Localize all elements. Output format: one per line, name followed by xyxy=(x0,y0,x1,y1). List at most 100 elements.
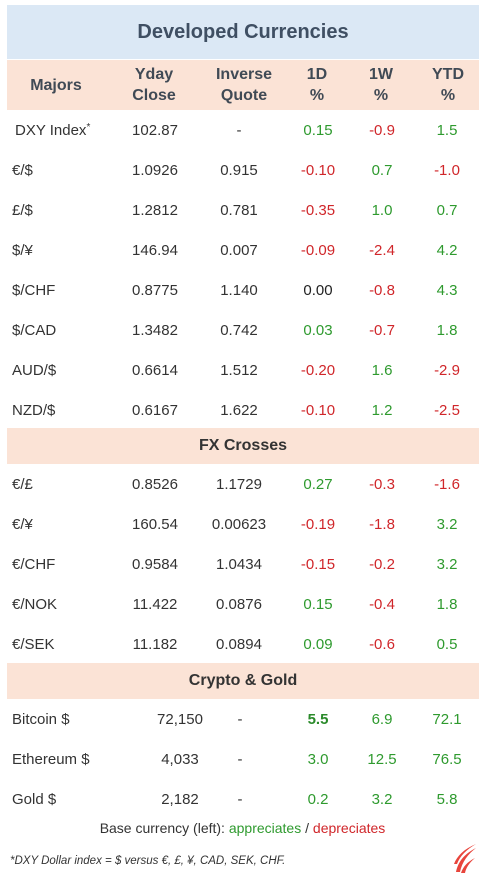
yday-close-value: 1.0926 xyxy=(120,150,190,190)
pair-name-text: €/£ xyxy=(12,475,33,493)
pair-name-text: €/¥ xyxy=(12,515,33,533)
change-1w-value-text: -1.8 xyxy=(369,515,395,533)
color-legend: Base currency (left): appreciates / depr… xyxy=(0,820,485,844)
yday-close-value-text: 4,033 xyxy=(161,750,199,768)
yday-close-value-text: 102.87 xyxy=(132,121,178,139)
change-1w-value: 1.0 xyxy=(357,190,407,230)
pair-name-text: Gold $ xyxy=(12,790,57,808)
inverse-quote-value: 1.0434 xyxy=(204,544,274,584)
table-row: $/¥ 146.94 0.007 -0.09 -2.4 4.2 xyxy=(0,230,485,270)
yday-close-value: 0.9584 xyxy=(120,544,190,584)
yday-close-value: 160.54 xyxy=(120,504,190,544)
brand-swoosh-icon xyxy=(454,844,476,873)
header-1d-line2: % xyxy=(309,87,325,104)
change-1d-value-text: 0.09 xyxy=(303,635,333,653)
inverse-quote-value-text: 1.140 xyxy=(220,281,258,299)
header-inverse-quote: Inverse Quote xyxy=(203,60,285,110)
legend-appreciates: appreciates xyxy=(228,820,302,836)
change-ytd-value: 4.3 xyxy=(422,270,472,310)
change-ytd-value: 5.8 xyxy=(422,779,472,819)
yday-close-value-text: 72,150 xyxy=(157,710,203,728)
pair-name-text: €/SEK xyxy=(12,635,55,653)
yday-close-value-text: 146.94 xyxy=(132,241,178,259)
inverse-quote-value: 0.0894 xyxy=(204,624,274,664)
pair-name: $/CAD xyxy=(12,310,56,350)
change-1w-value-text: -0.8 xyxy=(369,281,395,299)
change-1d-value: 0.00 xyxy=(293,270,343,310)
change-ytd-value-text: 4.2 xyxy=(436,241,458,259)
table-row: DXY Index * 102.87 - 0.15 -0.9 1.5 xyxy=(0,110,485,150)
change-1d-value: 0.2 xyxy=(293,779,343,819)
change-ytd-value-text: 0.5 xyxy=(436,635,458,653)
footnote: *DXY Dollar index = $ versus €, £, ¥, CA… xyxy=(10,855,286,867)
inverse-quote-value-text: 1.622 xyxy=(220,401,258,419)
pair-name: £/$ xyxy=(12,190,33,230)
change-1d-value: -0.10 xyxy=(293,390,343,430)
header-close-line1: Yday xyxy=(134,66,174,83)
legend-prefix: Base currency (left): xyxy=(99,820,225,836)
inverse-quote-value-text: 0.915 xyxy=(220,161,258,179)
inverse-quote-value-text: 1.512 xyxy=(220,361,258,379)
yday-close-value-text: 0.8526 xyxy=(132,475,178,493)
inverse-quote-value-text: 1.1729 xyxy=(216,475,262,493)
inverse-quote-value-text: 0.00623 xyxy=(211,515,267,533)
header-1w: 1W % xyxy=(356,60,406,110)
change-1w-value: 12.5 xyxy=(357,739,407,779)
yday-close-value: 1.2812 xyxy=(120,190,190,230)
inverse-quote-value: 1.622 xyxy=(204,390,274,430)
change-1d-value: -0.35 xyxy=(293,190,343,230)
inverse-quote-value: 1.140 xyxy=(204,270,274,310)
table-row: Bitcoin $ 72,150 - 5.5 6.9 72.1 xyxy=(0,699,485,739)
change-1d-value-text: 0.15 xyxy=(303,595,333,613)
change-1w-value: 1.2 xyxy=(357,390,407,430)
change-1w-value-text: -0.3 xyxy=(369,475,395,493)
inverse-quote-value-text: 0.007 xyxy=(220,241,258,259)
pair-name-text: Ethereum $ xyxy=(12,750,90,768)
change-1w-value: -0.9 xyxy=(357,110,407,150)
yday-close-value: 0.6614 xyxy=(120,350,190,390)
legend-depreciates: depreciates xyxy=(312,820,386,836)
inverse-quote-value: 0.0876 xyxy=(204,584,274,624)
table-row: $/CAD 1.3482 0.742 0.03 -0.7 1.8 xyxy=(0,310,485,350)
pair-name-text: €/$ xyxy=(12,161,33,179)
header-1w-line2: % xyxy=(373,87,389,104)
yday-close-value: 102.87 xyxy=(120,110,190,150)
change-1d-value: -0.19 xyxy=(293,504,343,544)
inverse-quote-value-text: - xyxy=(237,750,243,768)
inverse-quote-value: - xyxy=(210,779,270,819)
yday-close-value: 146.94 xyxy=(120,230,190,270)
change-1d-value-text: -0.10 xyxy=(300,401,336,419)
inverse-quote-value: 0.915 xyxy=(204,150,274,190)
change-ytd-value-text: 0.7 xyxy=(436,201,458,219)
header-majors: Majors xyxy=(21,60,91,110)
table-row: €/NOK 11.422 0.0876 0.15 -0.4 1.8 xyxy=(0,584,485,624)
change-ytd-value-text: 3.2 xyxy=(436,515,458,533)
fx-crosses-header: FX Crosses xyxy=(7,428,479,464)
change-1d-value-text: 0.00 xyxy=(303,281,333,299)
table-title: Developed Currencies xyxy=(7,5,479,59)
column-header-row: Majors Yday Close Inverse Quote 1D % 1W … xyxy=(7,60,479,110)
change-ytd-value-text: 4.3 xyxy=(436,281,458,299)
change-ytd-value-text: 76.5 xyxy=(432,750,462,768)
change-ytd-value: 4.2 xyxy=(422,230,472,270)
change-1d-value-text: -0.10 xyxy=(300,161,336,179)
header-inverse-line2: Quote xyxy=(220,87,268,104)
change-1w-value-text: 1.6 xyxy=(371,361,393,379)
change-1d-value: -0.09 xyxy=(293,230,343,270)
change-ytd-value: -1.0 xyxy=(422,150,472,190)
change-ytd-value-text: 5.8 xyxy=(436,790,458,808)
change-ytd-value-text: 1.8 xyxy=(436,321,458,339)
change-1d-value-text: -0.15 xyxy=(300,555,336,573)
legend-separator: / xyxy=(305,820,310,836)
header-ytd-line2: % xyxy=(440,87,456,104)
change-ytd-value-text: -2.9 xyxy=(434,361,460,379)
table-row: £/$ 1.2812 0.781 -0.35 1.0 0.7 xyxy=(0,190,485,230)
change-1w-value: 0.7 xyxy=(357,150,407,190)
change-1d-value-text: 0.03 xyxy=(303,321,333,339)
change-1w-value: -0.4 xyxy=(357,584,407,624)
change-ytd-value: -2.9 xyxy=(422,350,472,390)
pair-name: Ethereum $ xyxy=(12,739,90,779)
table-row: €/£ 0.8526 1.1729 0.27 -0.3 -1.6 xyxy=(0,464,485,504)
change-1d-value: 5.5 xyxy=(293,699,343,739)
header-inverse-line1: Inverse xyxy=(215,66,273,83)
